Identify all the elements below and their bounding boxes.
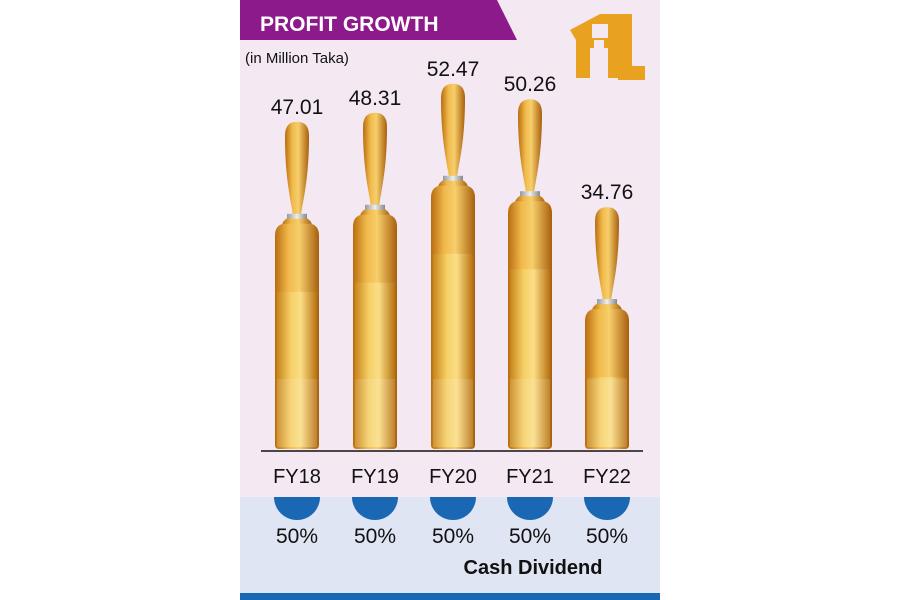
- ampoule-ring: [597, 299, 617, 305]
- logo: [570, 14, 645, 80]
- value-label: 48.31: [349, 87, 402, 110]
- ampoule-liquid: [510, 269, 550, 447]
- dividend-marker: [584, 497, 630, 520]
- dividend-marker: [274, 497, 320, 520]
- ampoule-reflection: [510, 379, 550, 447]
- header-title: PROFIT GROWTH: [260, 13, 438, 36]
- category-label: FY18: [273, 466, 321, 488]
- ampoule-reflection: [277, 379, 317, 447]
- category-label: FY21: [506, 466, 554, 488]
- ampoule-reflection: [355, 379, 395, 447]
- ampoule-bar-FY21: [508, 99, 552, 449]
- dividend-marker: [507, 497, 553, 520]
- value-label: 52.47: [427, 58, 480, 81]
- dividend-value: 50%: [509, 525, 551, 548]
- ampoule-tip: [518, 99, 542, 194]
- ampoule-ring: [287, 213, 307, 219]
- footer-bar: [240, 593, 660, 600]
- dividend-marker: [352, 497, 398, 520]
- dividend-value: 50%: [586, 525, 628, 548]
- ampoule-tip: [285, 121, 309, 216]
- ampoule-liquid: [277, 291, 317, 447]
- ampoule-tip: [363, 112, 387, 207]
- value-label: 50.26: [504, 73, 557, 96]
- ampoule-ring: [520, 191, 540, 197]
- ampoule-bar-FY22: [585, 207, 629, 449]
- ampoule-liquid: [433, 253, 473, 447]
- ampoule-reflection: [587, 379, 627, 447]
- ampoule-liquid: [587, 377, 627, 447]
- value-label: 47.01: [271, 96, 324, 119]
- ampoule-liquid: [355, 282, 395, 447]
- cash-dividend-label: Cash Dividend: [464, 557, 603, 579]
- ampoule-tip: [441, 83, 465, 178]
- category-label: FY22: [583, 466, 631, 488]
- ampoule-ring: [365, 204, 385, 210]
- ampoule-ring: [443, 175, 463, 181]
- ampoule-bar-FY18: [275, 121, 319, 449]
- header-banner: [240, 0, 517, 40]
- dividend-value: 50%: [354, 525, 396, 548]
- ampoule-bar-FY19: [353, 112, 397, 449]
- category-label: FY19: [351, 466, 399, 488]
- ampoule-tip: [595, 207, 619, 302]
- dividend-value: 50%: [432, 525, 474, 548]
- chart-subtitle: (in Million Taka): [245, 50, 349, 67]
- dividend-marker: [430, 497, 476, 520]
- ampoule-reflection: [433, 379, 473, 447]
- value-label: 34.76: [581, 181, 634, 204]
- dividend-value: 50%: [276, 525, 318, 548]
- category-label: FY20: [429, 466, 477, 488]
- ampoule-bar-FY20: [431, 83, 475, 449]
